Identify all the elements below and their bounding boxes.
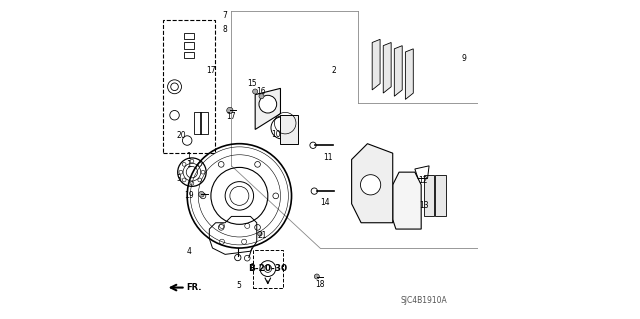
Text: FR.: FR. bbox=[186, 283, 202, 292]
Circle shape bbox=[273, 116, 291, 134]
Text: 11: 11 bbox=[323, 153, 333, 162]
Circle shape bbox=[227, 107, 233, 114]
Polygon shape bbox=[394, 46, 402, 96]
Text: 21: 21 bbox=[258, 231, 267, 240]
Bar bbox=[184, 42, 193, 49]
Text: 8: 8 bbox=[223, 25, 227, 34]
Polygon shape bbox=[393, 172, 421, 229]
Text: 12: 12 bbox=[418, 175, 428, 185]
Circle shape bbox=[258, 232, 262, 236]
Text: 10: 10 bbox=[271, 130, 280, 139]
Text: 9: 9 bbox=[461, 54, 467, 63]
Polygon shape bbox=[405, 49, 413, 100]
Circle shape bbox=[259, 95, 276, 113]
Bar bbox=[280, 115, 298, 144]
Bar bbox=[163, 20, 214, 153]
Text: 17: 17 bbox=[206, 66, 216, 76]
Text: SJC4B1910A: SJC4B1910A bbox=[401, 296, 448, 305]
Text: 6: 6 bbox=[250, 263, 255, 271]
Text: 15: 15 bbox=[247, 79, 257, 88]
Circle shape bbox=[314, 274, 319, 279]
Bar bbox=[424, 175, 435, 216]
Polygon shape bbox=[372, 39, 380, 90]
Text: 19: 19 bbox=[184, 191, 193, 200]
Text: 1: 1 bbox=[186, 152, 191, 161]
Bar bbox=[184, 33, 193, 39]
Bar bbox=[253, 250, 283, 287]
Text: 5: 5 bbox=[236, 281, 241, 291]
Text: 4: 4 bbox=[186, 247, 191, 256]
Circle shape bbox=[259, 94, 264, 99]
Bar bbox=[184, 52, 193, 58]
Bar bbox=[435, 175, 445, 216]
Circle shape bbox=[271, 117, 293, 139]
Text: 20: 20 bbox=[176, 131, 186, 140]
Circle shape bbox=[360, 175, 381, 195]
Polygon shape bbox=[255, 88, 280, 130]
Text: 7: 7 bbox=[223, 11, 228, 20]
Text: 14: 14 bbox=[320, 198, 330, 207]
Text: 18: 18 bbox=[316, 280, 324, 289]
Circle shape bbox=[198, 191, 204, 197]
Text: 17: 17 bbox=[227, 112, 236, 121]
Text: 16: 16 bbox=[257, 87, 266, 96]
Text: 13: 13 bbox=[420, 201, 429, 210]
Text: B-20-30: B-20-30 bbox=[248, 264, 287, 273]
Circle shape bbox=[253, 89, 258, 94]
Text: 1: 1 bbox=[186, 160, 191, 168]
Text: 2: 2 bbox=[332, 66, 337, 76]
Polygon shape bbox=[383, 42, 391, 93]
Polygon shape bbox=[351, 144, 393, 223]
Text: 3: 3 bbox=[177, 174, 182, 183]
